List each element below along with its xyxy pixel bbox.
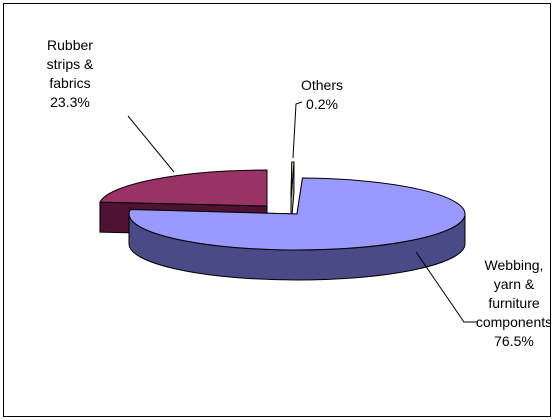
pie-slice-rubber-top <box>99 169 268 207</box>
pie-slice-webbing <box>128 177 466 281</box>
pie-slice-webbing-top <box>128 177 466 251</box>
data-label-webbing-line: yarn & <box>494 276 535 292</box>
pie-slice-others-top <box>290 161 295 199</box>
data-label-others: Others 0.2% <box>301 77 343 112</box>
data-label-others-line: Others <box>301 77 343 93</box>
data-label-rubber: Rubber strips & fabrics 23.3% <box>47 37 94 110</box>
data-label-rubber-line: fabrics <box>49 75 90 91</box>
leader-line-rubber <box>127 115 175 173</box>
chart-frame: Webbing, yarn & furniture components 76.5% Ru… <box>3 3 551 417</box>
leader-line-others <box>292 101 303 159</box>
data-label-rubber-line: Rubber <box>47 37 93 53</box>
leader-line-webbing <box>415 251 478 323</box>
pie-slice-others <box>290 161 295 229</box>
data-label-rubber-line: strips & <box>47 56 94 72</box>
data-label-webbing-line: Webbing, <box>485 257 544 273</box>
data-label-webbing-line: components <box>476 314 550 330</box>
data-label-webbing-pct: 76.5% <box>494 333 534 349</box>
data-label-others-pct: 0.2% <box>306 96 338 112</box>
pie-chart: Webbing, yarn & furniture components 76.5% Ru… <box>47 37 550 349</box>
data-label-rubber-pct: 23.3% <box>50 94 90 110</box>
data-label-webbing-line: furniture <box>488 295 540 311</box>
data-label-webbing: Webbing, yarn & furniture components 76.5% <box>476 257 550 349</box>
